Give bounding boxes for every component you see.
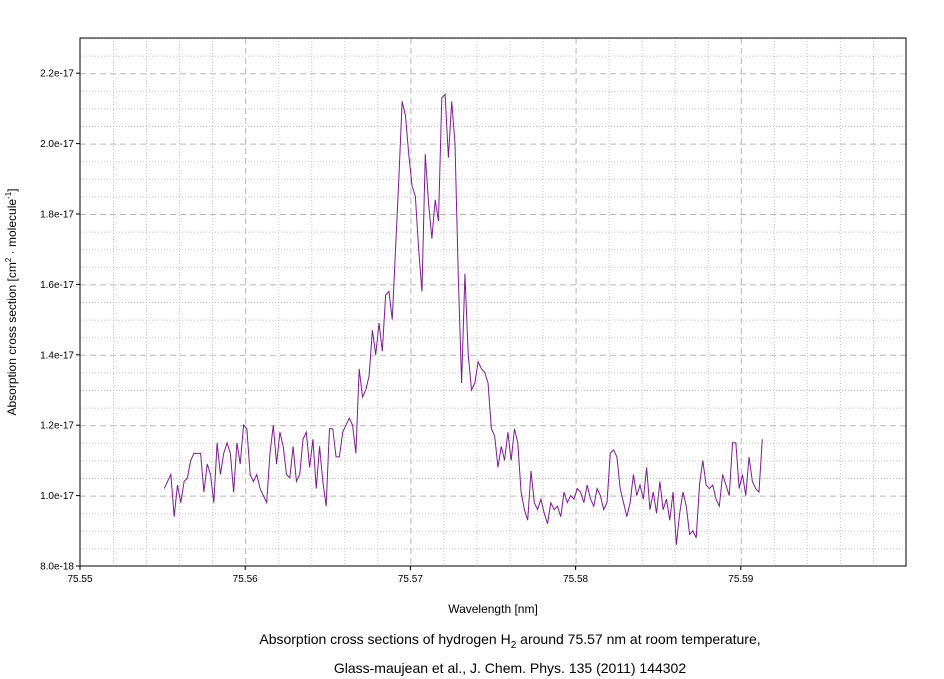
y-tick-label: 8.0e-18 xyxy=(40,562,74,573)
y-axis-label-end: ] xyxy=(5,188,19,191)
caption-line-1-a: Absorption cross sections of hydrogen H xyxy=(259,631,511,647)
series-line xyxy=(163,93,763,545)
x-tick-label: 75.56 xyxy=(233,574,258,585)
y-axis-ticks: 8.0e-18 1.0e-17 1.2e-17 1.4e-17 1.6e-17 1.8e-… xyxy=(40,69,80,573)
caption-line-1-sub: 2 xyxy=(510,639,517,651)
major-grid xyxy=(80,38,906,566)
y-tick-label: 1.2e-17 xyxy=(40,421,74,432)
x-axis-label: Wavelength [nm] xyxy=(448,602,538,616)
y-axis-label-base: Absorption cross section [cm xyxy=(5,262,19,415)
y-tick-label: 2.0e-17 xyxy=(40,139,74,150)
y-tick-label: 1.4e-17 xyxy=(40,350,74,361)
y-axis-label: Absorption cross section [cm2 · molecule… xyxy=(4,188,19,415)
y-axis-label-sup2: -1 xyxy=(4,191,13,199)
caption-line-1-b: around 75.57 nm at room temperature, xyxy=(516,631,761,647)
figure-caption: Absorption cross sections of hydrogen H2… xyxy=(0,628,944,679)
caption-line-1: Absorption cross sections of hydrogen H2… xyxy=(0,628,944,657)
x-tick-label: 75.55 xyxy=(67,574,92,585)
x-tick-label: 75.57 xyxy=(398,574,423,585)
y-axis-label-sup1: 2 xyxy=(4,257,13,262)
y-tick-label: 2.2e-17 xyxy=(40,69,74,80)
x-tick-label: 75.59 xyxy=(728,574,753,585)
x-axis-ticks: 75.55 75.56 75.57 75.58 75.59 xyxy=(67,566,754,585)
y-axis-label-mid: · molecule xyxy=(5,199,19,258)
y-tick-label: 1.8e-17 xyxy=(40,210,74,221)
minor-grid xyxy=(80,38,906,566)
caption-line-2: Glass-maujean et al., J. Chem. Phys. 135… xyxy=(333,659,687,676)
plot-area-frame xyxy=(79,37,907,567)
y-tick-label: 1.6e-17 xyxy=(40,280,74,291)
x-tick-label: 75.58 xyxy=(563,574,588,585)
y-tick-label: 1.0e-17 xyxy=(40,491,74,502)
